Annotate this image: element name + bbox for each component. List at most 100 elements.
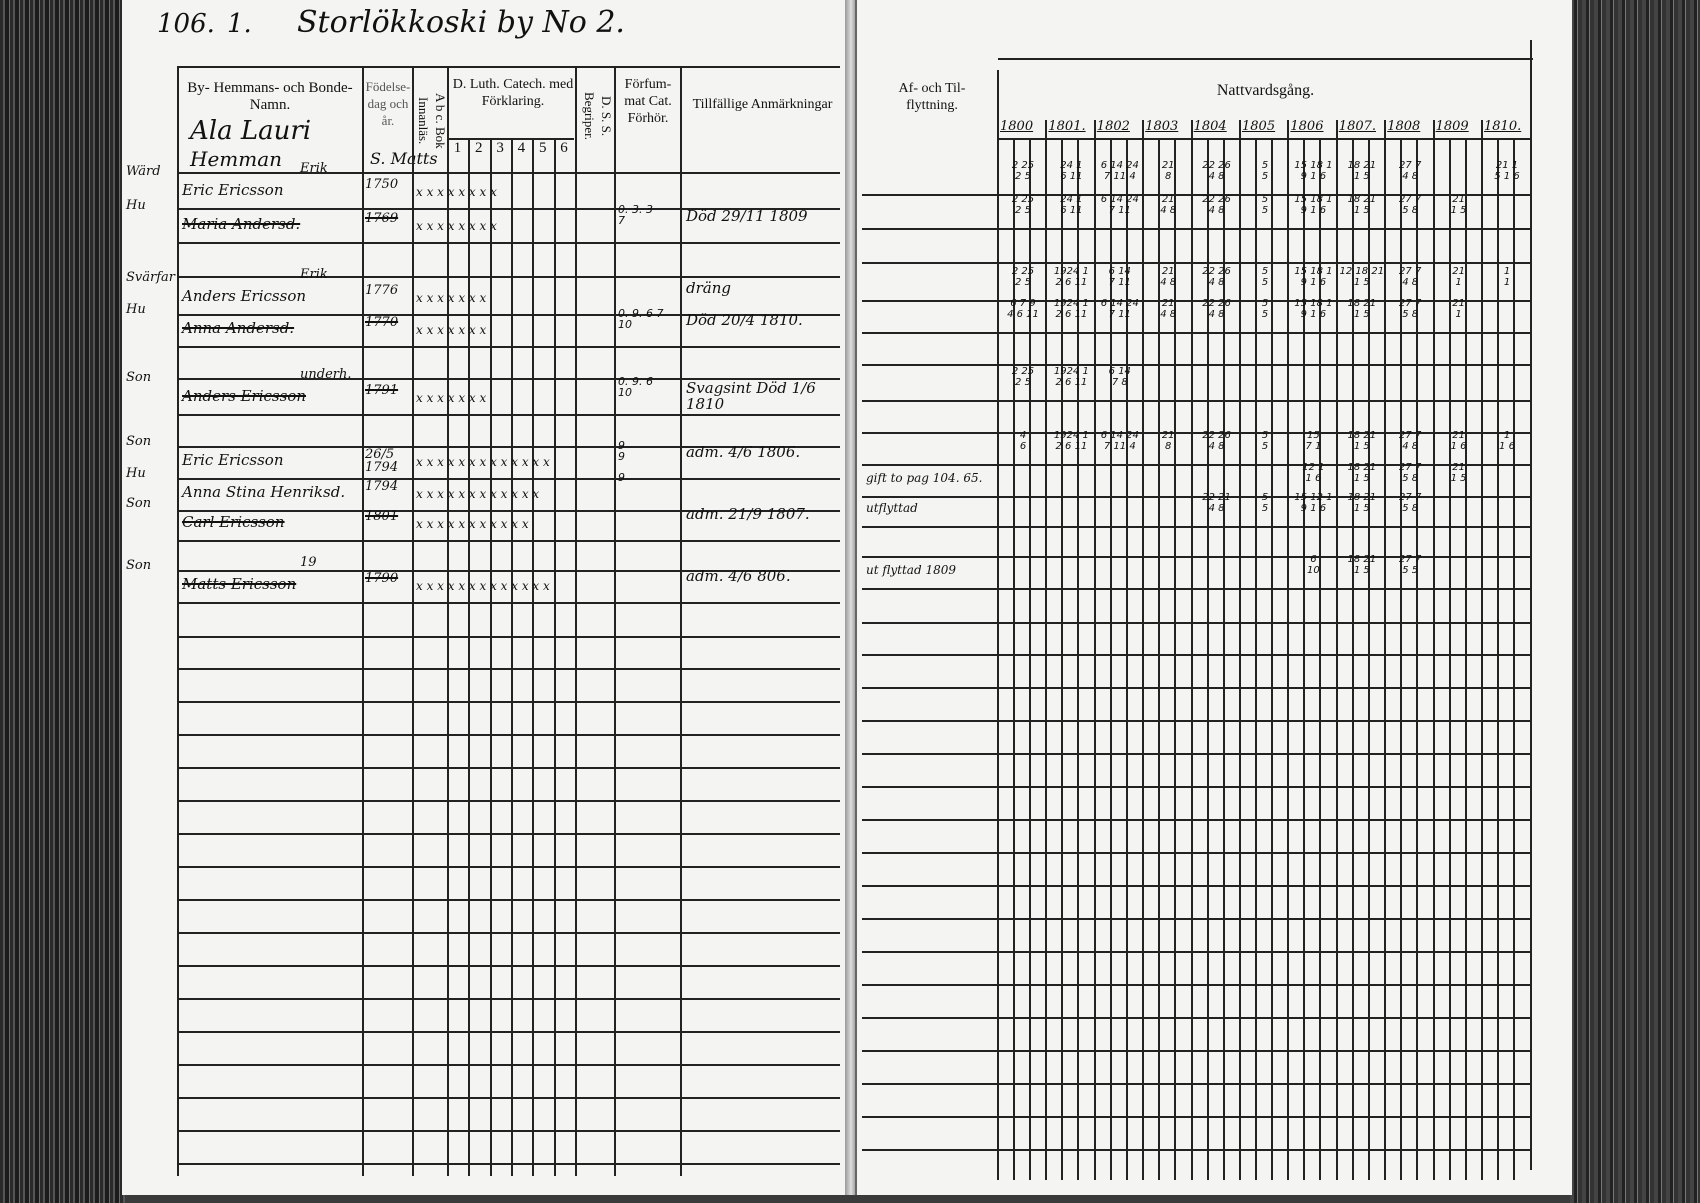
row-rule xyxy=(177,932,840,934)
communion-record: 6 10 xyxy=(1307,554,1320,576)
row-rule xyxy=(177,636,840,638)
remark: adm. 4/6 1806. xyxy=(686,443,801,461)
communion-record: 15 18 1 9 1 6 xyxy=(1294,298,1333,320)
communion-record: 27 7 4 8 xyxy=(1399,160,1422,182)
communion-record: 1 1 xyxy=(1503,266,1511,288)
row-rule xyxy=(177,734,840,736)
row-rule xyxy=(177,1097,840,1099)
left-page: 106. 1. Storlökkoski by No 2. By- Hemman… xyxy=(122,0,850,1195)
year-rule xyxy=(1142,120,1145,1180)
name-annotation: Erik xyxy=(300,161,328,176)
year-sub-rule xyxy=(1077,140,1080,1180)
table-top-rule xyxy=(177,66,840,68)
year-rule xyxy=(1432,120,1435,1180)
row-rule xyxy=(177,208,840,210)
communion-record: 15 7 1 xyxy=(1305,430,1322,452)
communion-record: 24 1 6 11 xyxy=(1060,194,1083,216)
year-sub-rule xyxy=(1464,140,1467,1180)
row-rule-right xyxy=(862,654,1530,656)
year-rule xyxy=(1093,120,1096,1180)
reading-marks: x x x x x x x x xyxy=(416,185,497,199)
year-sub-rule xyxy=(1013,140,1015,1180)
communion-record: 27 7 5 5 xyxy=(1399,554,1422,576)
communion-record: 2 25 2 5 xyxy=(1011,160,1035,182)
year-label: 1809 xyxy=(1435,119,1469,134)
year-label: 1802 xyxy=(1096,119,1130,134)
remark: dräng xyxy=(686,279,731,297)
communion-record: 5 5 xyxy=(1261,298,1269,320)
catechism-part-number: 3 xyxy=(496,140,504,156)
row-rule-right xyxy=(862,588,1530,590)
year-sub-rule xyxy=(1029,140,1031,1180)
person-name: Anders Ericsson xyxy=(182,387,307,405)
communion-record: 22 21 4 8 xyxy=(1202,492,1231,514)
communion-record: 21 1 6 xyxy=(1450,430,1467,452)
year-rule xyxy=(997,120,999,1180)
year-sub-rule xyxy=(1367,140,1370,1180)
year-sub-rule xyxy=(1351,140,1354,1180)
row-rule xyxy=(177,833,840,835)
catechism-part-number: 2 xyxy=(475,140,483,156)
catechism-part-number: 4 xyxy=(517,140,526,156)
col-header-dss: D. S. S. Begriper. xyxy=(582,91,614,140)
catechism-exam-record: 9 xyxy=(618,471,625,484)
person-role: Hu xyxy=(126,466,146,481)
column-rule-right xyxy=(1530,40,1532,1170)
person-name: Carl Ericsson xyxy=(182,513,285,531)
catechism-sub-rule xyxy=(489,140,492,1176)
year-sub-rule xyxy=(1400,140,1403,1180)
communion-record: 6 14 24 7 11 xyxy=(1100,298,1139,320)
row-rule xyxy=(177,1130,840,1132)
communion-record: 22 26 4 8 xyxy=(1202,160,1231,182)
communion-record: 21 1 5 xyxy=(1450,194,1467,216)
catechism-exam-record: 0. 9. 6 10 xyxy=(618,375,653,399)
person-role: Son xyxy=(126,370,152,385)
communion-record: 22 26 4 8 xyxy=(1202,266,1231,288)
year-sub-rule xyxy=(1174,140,1177,1180)
row-rule xyxy=(177,668,840,670)
communion-record: 1 1 6 xyxy=(1499,430,1515,452)
row-rule-right xyxy=(862,1083,1530,1085)
row-rule xyxy=(177,899,840,901)
communion-record: 1924 1 2 6 11 xyxy=(1053,298,1089,320)
catechism-sub-rule xyxy=(510,140,513,1176)
communion-record: 6 14 24 7 11 4 xyxy=(1100,160,1139,182)
row-rule xyxy=(177,478,840,480)
entry-number: 1. xyxy=(227,9,252,39)
row-rule-right xyxy=(862,622,1530,624)
birth-date: 1770 xyxy=(365,315,399,330)
year-sub-rule xyxy=(1125,140,1128,1180)
communion-record: 21 1 xyxy=(1452,266,1465,288)
row-rule-right xyxy=(862,1149,1530,1151)
communion-record: 1924 1 2 6 11 xyxy=(1053,430,1089,452)
year-rule xyxy=(1190,120,1193,1180)
communion-record: 21 4 8 xyxy=(1160,298,1177,320)
row-rule-right xyxy=(862,819,1530,821)
row-rule xyxy=(177,1031,840,1033)
person-name: Eric Ericsson xyxy=(182,451,284,469)
birth-date: 26/5 1794 xyxy=(365,447,399,475)
communion-record: 2 25 2 5 xyxy=(1011,194,1035,216)
person-role: Hu xyxy=(126,302,146,317)
communion-record: 15 18 1 9 1 6 xyxy=(1294,266,1333,288)
column-rule xyxy=(412,66,414,1176)
row-rule-right xyxy=(862,526,1530,528)
row-rule-right xyxy=(862,300,1530,302)
communion-record: 5 5 xyxy=(1261,194,1269,216)
birth-date: 1801 xyxy=(365,509,399,524)
scan-border-right xyxy=(1570,0,1700,1203)
birth-date: 1790 xyxy=(365,571,399,586)
birth-date: 1776 xyxy=(365,283,399,298)
person-name: Matts Ericsson xyxy=(182,575,297,593)
right-page: Af- och Til- flyttning. Nattvardsgång. 1… xyxy=(855,0,1572,1195)
reading-marks: x x x x x x x xyxy=(416,291,487,305)
remark: Svagsint Död 1/6 1810 xyxy=(686,379,816,413)
row-rule xyxy=(177,965,840,967)
person-name: Anders Ericsson xyxy=(182,287,307,305)
col-header-communion: Nattvardsgång. xyxy=(1216,82,1315,99)
catechism-exam-record: 0. 3. 3 7 xyxy=(618,203,653,227)
name-annotation: underh. xyxy=(300,367,352,382)
communion-record: 18 21 1 5 xyxy=(1347,430,1377,452)
year-sub-rule xyxy=(1222,140,1225,1180)
communion-record: 21 1 xyxy=(1452,298,1465,320)
